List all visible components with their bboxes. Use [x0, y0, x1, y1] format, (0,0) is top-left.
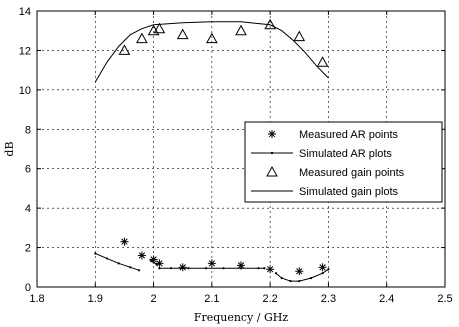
simulated-ar-plots-dot [149, 259, 152, 262]
y-tick-label: 6 [25, 164, 31, 176]
simulated-ar-plots-line [95, 253, 140, 271]
x-tick-label: 2.2 [262, 293, 277, 305]
simulated-ar-plots-dot [263, 267, 266, 270]
x-tick-label: 2.4 [379, 293, 394, 305]
y-tick-label: 12 [19, 45, 31, 57]
simulated-ar-plots-dot [309, 277, 313, 280]
legend-label: Measured gain points [299, 167, 405, 179]
x-tick-label: 1.8 [29, 293, 44, 305]
simulated-ar-plots-dot [137, 269, 141, 272]
simulated-ar-plots-dot [152, 261, 155, 264]
measured-gain-points-point [235, 24, 247, 36]
simulated-ar-plots-dot [105, 257, 109, 260]
simulated-ar-plots-dot [274, 272, 278, 275]
x-tick-label: 2 [151, 293, 157, 305]
legend-label: Simulated AR plots [299, 148, 392, 160]
simulated-ar-plots-dot [289, 279, 292, 283]
plot-frame [36, 10, 446, 288]
legend: Measured AR points Simulated AR plots Meas… [244, 121, 443, 203]
x-tick-label: 2.1 [204, 293, 219, 305]
y-tick-label: 14 [19, 6, 31, 18]
data-series [94, 18, 330, 283]
measured-ar-points-point [120, 237, 129, 246]
simulated-ar-plots-dot [327, 268, 330, 271]
measured-ar-points-point [295, 267, 304, 276]
x-tick-label: 2.3 [321, 293, 336, 305]
measured-ar-points-point [318, 263, 327, 272]
simulated-ar-plots-dot [298, 279, 301, 283]
measured-gain-points-point [176, 28, 189, 40]
y-tick-label: 0 [25, 282, 31, 294]
simulated-ar-plots-dot [155, 263, 158, 266]
simulated-ar-plots-dot [239, 267, 243, 270]
legend-simulated-ar-plots-dot [270, 151, 274, 155]
x-tick-label: 2.5 [437, 293, 452, 305]
measured-ar-points-point [266, 265, 275, 274]
x-tick-label: 1.9 [88, 293, 103, 305]
legend-items: Measured AR points Simulated AR plots Meas… [251, 129, 405, 198]
y-tick-label: 4 [25, 203, 31, 215]
measured-ar-points-point [178, 263, 187, 272]
measured-gain-points-point [316, 56, 329, 67]
legend-label: Measured AR points [299, 129, 399, 141]
legend-label: Simulated gain plots [299, 186, 399, 198]
measured-gain-points-point [136, 32, 148, 44]
simulated-gain-plots-line [94, 21, 329, 83]
measured-ar-points-point [207, 259, 216, 268]
simulated-ar-plots-dot [158, 267, 161, 270]
simulated-ar-plots-dot [222, 267, 225, 270]
y-tick-label: 10 [19, 85, 31, 97]
y-axis-title: dB [3, 141, 16, 156]
y-tick-label: 2 [25, 243, 31, 255]
legend-box [244, 121, 443, 203]
simulated-ar-plots-dot [169, 267, 173, 270]
measured-ar-points-point [137, 251, 146, 260]
simulated-ar-plots-dot [94, 252, 97, 255]
simulated-ar-plots-dot [257, 267, 260, 270]
y-tick-label: 8 [25, 124, 31, 136]
legend-measured-gain-points-marker [266, 165, 278, 177]
axis-ticks [36, 10, 446, 288]
x-axis-title: Frequency / GHz [194, 311, 289, 324]
measured-gain-points-point [206, 32, 218, 44]
simulated-ar-plots-dot [280, 277, 283, 280]
measured-gain-points-point [153, 22, 166, 34]
simulated-ar-plots-dot [129, 266, 132, 269]
simulated-ar-plots-dot [204, 267, 208, 270]
measured-gain-points-point [118, 44, 131, 55]
simulated-ar-plots-dot [187, 267, 190, 270]
simulated-ar-plots-dot [117, 262, 120, 265]
simulated-ar-plots-dot [321, 272, 324, 275]
legend-measured-ar-points-marker [268, 130, 276, 138]
tick-labels: 1.8 1.9 2 2.1 2.2 2.3 2.4 2.5 0 2 4 6 8 10 12 14 [19, 6, 453, 305]
measured-gain-points-point [293, 30, 306, 42]
